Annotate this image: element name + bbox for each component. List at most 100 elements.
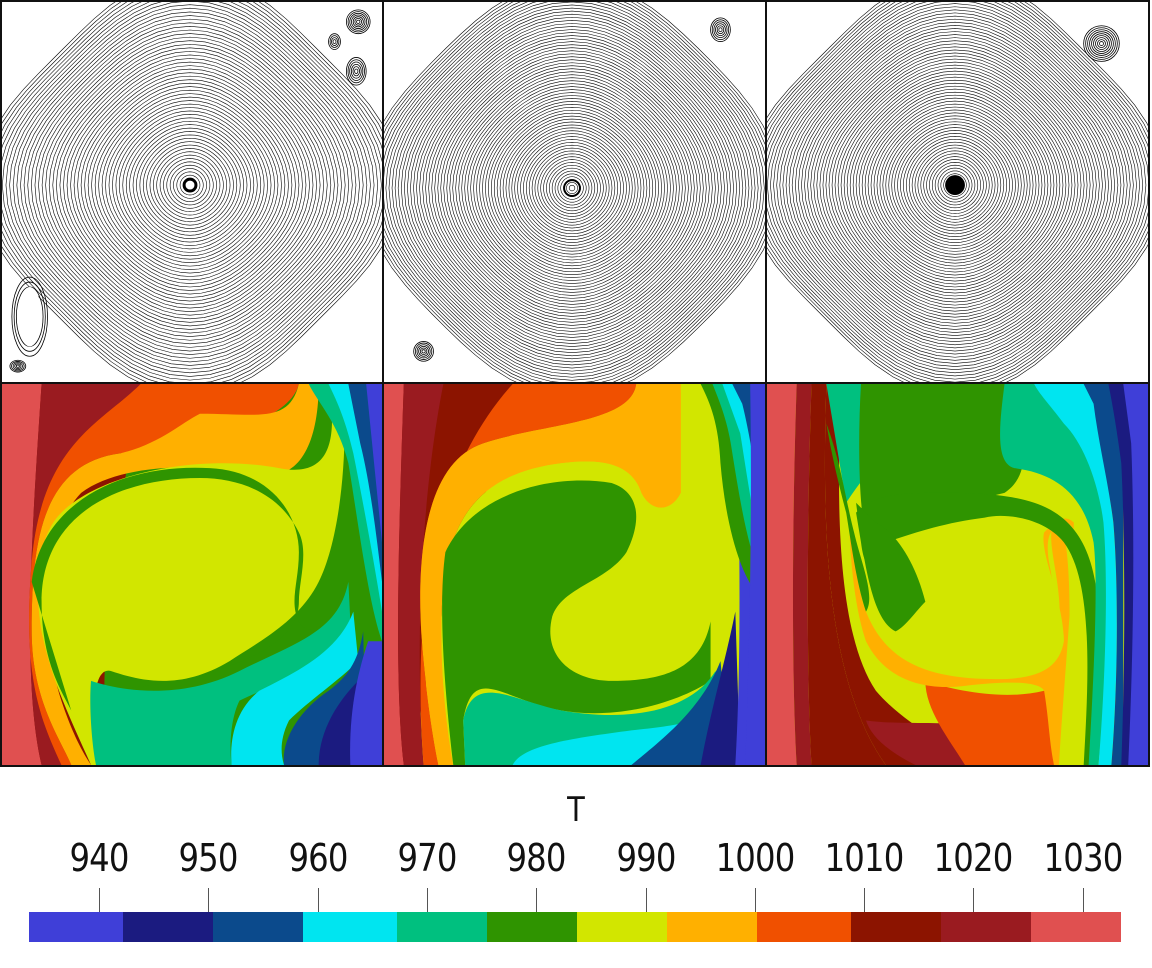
streamline bbox=[63, 58, 317, 312]
streamline bbox=[900, 130, 1010, 240]
streamline bbox=[23, 18, 357, 352]
streamline bbox=[804, 34, 1106, 336]
vortex-streamline bbox=[1087, 29, 1116, 58]
colorbar-swatch bbox=[667, 912, 757, 942]
streamline bbox=[914, 144, 996, 226]
streamline bbox=[142, 137, 238, 233]
streamline bbox=[440, 56, 704, 320]
streamline bbox=[105, 100, 275, 270]
streamline bbox=[873, 103, 1037, 267]
vortex-streamline bbox=[332, 39, 337, 44]
streamline bbox=[861, 91, 1049, 279]
streamline bbox=[94, 89, 286, 281]
streamline bbox=[48, 43, 332, 327]
streamline bbox=[2, 2, 382, 382]
streamline bbox=[548, 164, 596, 212]
vortex-streamline bbox=[1097, 39, 1106, 48]
streamline bbox=[449, 65, 695, 311]
streamline bbox=[528, 144, 616, 232]
streamline bbox=[531, 147, 613, 229]
streamline bbox=[129, 124, 251, 246]
streamline bbox=[879, 109, 1031, 261]
vortex-streamline bbox=[413, 341, 434, 362]
streamline bbox=[846, 76, 1064, 294]
streamline bbox=[419, 35, 725, 341]
colorbar-tick-label: 950 bbox=[178, 836, 238, 880]
streamline bbox=[416, 32, 728, 344]
streamline bbox=[461, 77, 683, 299]
streamline-plot-3 bbox=[767, 2, 1148, 382]
streamline bbox=[546, 162, 598, 214]
vortex-streamline bbox=[349, 61, 364, 81]
streamline bbox=[767, 2, 1147, 377]
streamline bbox=[537, 153, 607, 223]
streamline bbox=[831, 61, 1079, 309]
streamline bbox=[882, 112, 1028, 258]
vortex-streamline bbox=[354, 18, 363, 26]
streamline bbox=[428, 44, 716, 332]
streamline bbox=[779, 9, 1131, 361]
colorbar-swatch bbox=[303, 912, 397, 942]
streamline bbox=[146, 141, 234, 229]
streamline bbox=[169, 164, 211, 206]
streamline bbox=[2, 2, 382, 382]
streamline bbox=[156, 151, 224, 219]
streamline bbox=[20, 15, 360, 355]
streamline bbox=[767, 2, 1148, 382]
streamline bbox=[458, 74, 686, 302]
streamline bbox=[45, 40, 335, 330]
vortex-streamline bbox=[416, 344, 431, 359]
streamline bbox=[855, 85, 1055, 285]
streamline bbox=[73, 68, 307, 302]
streamline bbox=[517, 133, 627, 243]
colorbar-tick-label: 970 bbox=[397, 836, 457, 880]
streamline bbox=[810, 40, 1100, 330]
vortex-streamline bbox=[715, 23, 726, 37]
colorbar-title: T bbox=[567, 790, 585, 830]
streamline bbox=[34, 29, 346, 341]
streamline bbox=[511, 127, 633, 249]
streamline bbox=[2, 2, 382, 377]
streamline bbox=[437, 53, 707, 323]
vortex-streamline bbox=[11, 276, 48, 357]
streamline bbox=[825, 55, 1085, 315]
streamline bbox=[834, 64, 1076, 306]
vortex-streamline bbox=[1095, 37, 1108, 50]
streamline bbox=[59, 54, 321, 316]
colorbar-tick-mark bbox=[536, 888, 537, 912]
streamline bbox=[56, 51, 325, 320]
vortex-center bbox=[182, 177, 198, 193]
colorbar-tick-label: 980 bbox=[506, 836, 566, 880]
streamline bbox=[523, 139, 622, 238]
streamline bbox=[2, 2, 382, 382]
streamline bbox=[388, 4, 756, 372]
streamline bbox=[534, 150, 610, 226]
streamline bbox=[888, 118, 1022, 252]
vortex-center bbox=[945, 175, 965, 195]
streamline bbox=[773, 3, 1137, 367]
streamline bbox=[482, 98, 662, 278]
colorbar-swatch bbox=[851, 912, 941, 942]
streamline bbox=[384, 2, 765, 382]
streamline bbox=[767, 2, 1148, 380]
streamline bbox=[819, 49, 1091, 321]
streamline bbox=[455, 71, 689, 305]
streamline bbox=[807, 37, 1103, 333]
streamline bbox=[505, 121, 639, 255]
streamline bbox=[80, 75, 300, 295]
streamline bbox=[139, 134, 241, 236]
vortex-streamline bbox=[350, 63, 362, 79]
streamline-plot-1 bbox=[2, 2, 382, 382]
streamline bbox=[425, 41, 719, 335]
streamline bbox=[125, 120, 255, 250]
streamline bbox=[767, 2, 1148, 382]
streamline bbox=[87, 82, 293, 288]
streamline bbox=[136, 131, 244, 240]
streamline bbox=[384, 2, 765, 381]
colorbar-tick-label: 1030 bbox=[1043, 836, 1124, 880]
colorbar-swatch bbox=[757, 912, 851, 942]
colorbar bbox=[29, 912, 1121, 942]
streamline bbox=[77, 72, 303, 298]
streamline bbox=[397, 13, 747, 363]
temperature-contour-1 bbox=[2, 384, 382, 765]
